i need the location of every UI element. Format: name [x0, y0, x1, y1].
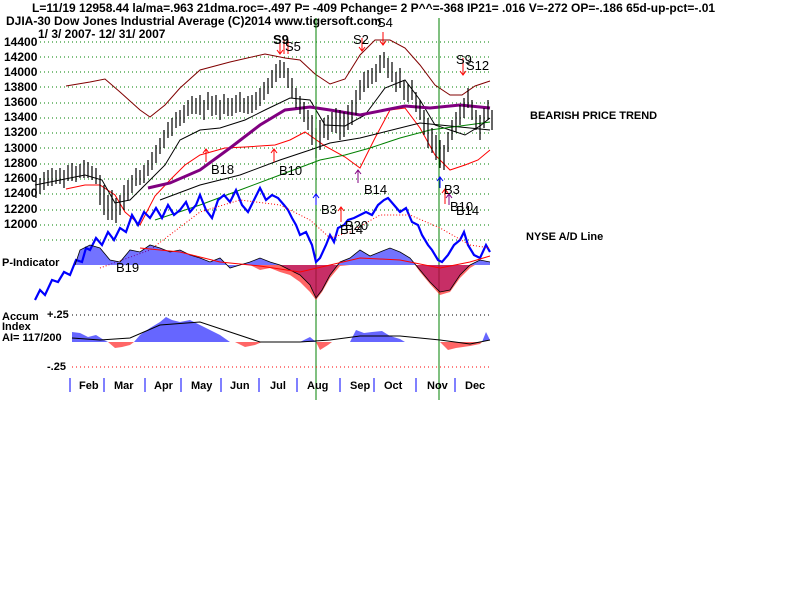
- signal-s4: S4: [377, 15, 393, 30]
- p-indicator-histogram: [74, 244, 491, 300]
- price-bars: [35, 52, 493, 223]
- ytick-label: 13600: [4, 95, 38, 109]
- buy-arrows-red: [202, 148, 449, 222]
- signal-s9-nov: S9: [456, 52, 472, 67]
- p-indicator-label: P-Indicator: [2, 257, 60, 269]
- signal-s5: S5: [285, 39, 301, 54]
- ytick-label: 12000: [4, 217, 38, 231]
- month-label-mar: Mar: [114, 380, 134, 392]
- accum-top-value: +.25: [47, 309, 69, 321]
- chart-title: DJIA-30 Dow Jones Industrial Average (C)…: [6, 14, 382, 28]
- signal-b18: B18: [211, 162, 234, 177]
- ytick-label: 14400: [4, 35, 38, 49]
- signal-b14-aug: B14: [340, 222, 363, 237]
- signal-s2: S2: [353, 32, 369, 47]
- signal-s12: S12: [466, 58, 489, 73]
- month-label-feb: Feb: [79, 380, 99, 392]
- accum-index-histogram: [71, 317, 491, 350]
- ytick-label: 13000: [4, 141, 38, 155]
- accum-label-2: Index: [2, 321, 31, 333]
- signal-b20: B20: [345, 218, 368, 233]
- month-label-nov: Nov: [427, 380, 448, 392]
- signal-b19: B19: [116, 260, 139, 275]
- price-trend-label: BEARISH PRICE TREND: [530, 110, 658, 122]
- month-label-dec: Dec: [465, 380, 486, 392]
- ytick-label: 13400: [4, 110, 38, 124]
- month-label-jun: Jun: [230, 380, 250, 392]
- buy-arrows-blue: [312, 176, 444, 205]
- month-label-apr: Apr: [154, 380, 173, 392]
- sell-arrows: [276, 32, 467, 76]
- buy-arrows-purple: [354, 169, 453, 205]
- ytick-label: 12400: [4, 186, 38, 200]
- signal-b3-nov: B3: [444, 182, 460, 197]
- ad-line-label: NYSE A/D Line: [526, 231, 604, 243]
- month-label-oct: Oct: [384, 380, 403, 392]
- accum-label-1: Accum: [2, 311, 39, 323]
- ytick-label: 12800: [4, 156, 38, 170]
- accum-ai-value: AI= 117/200: [2, 332, 62, 344]
- month-label-jul: Jul: [270, 380, 286, 392]
- signal-s9: S9: [273, 32, 289, 47]
- stats-header: L=11/19 12958.44 la/ma=.963 21dma.roc=-.…: [32, 1, 716, 15]
- signal-b14-sep: B14: [364, 182, 387, 197]
- signal-b14-nov: B14: [456, 203, 479, 218]
- signal-b10-nov: B10: [450, 199, 473, 214]
- ytick-label: 12600: [4, 171, 38, 185]
- month-ticks: [69, 378, 456, 392]
- ytick-label: 14000: [4, 65, 38, 79]
- signal-b10: B10: [279, 163, 302, 178]
- month-label-may: May: [191, 380, 213, 392]
- signal-b3-aug: B3: [321, 202, 337, 217]
- ytick-label: 14200: [4, 50, 38, 64]
- signal-labels: S9 S5 S2 S4 S9 S12 B19 B18 B10 B3 B20 B1…: [116, 15, 489, 275]
- ytick-label: 12200: [4, 202, 38, 216]
- accum-bottom-value: -.25: [47, 361, 66, 373]
- ytick-label: 13800: [4, 80, 38, 94]
- ytick-label: 13200: [4, 125, 38, 139]
- month-label-aug: Aug: [307, 380, 329, 392]
- month-label-sep: Sep: [350, 380, 371, 392]
- date-range: 1/ 3/ 2007- 12/ 31/ 2007: [38, 27, 166, 41]
